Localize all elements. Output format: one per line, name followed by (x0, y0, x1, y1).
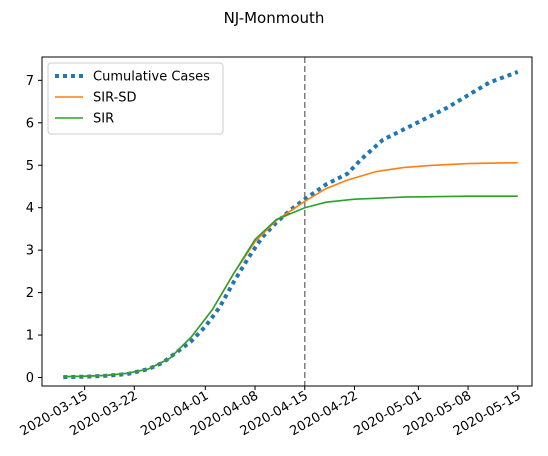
y-tick-label-7: 7 (26, 74, 34, 89)
axes-frame (41, 56, 533, 387)
plot-area (63, 57, 519, 386)
y-tick-label-2: 2 (26, 286, 34, 301)
legend-box (47, 62, 224, 135)
y-tick-label-6: 6 (26, 116, 34, 131)
y-tick-label-0: 0 (26, 371, 34, 386)
y-tick-label-1: 1 (26, 329, 34, 344)
legend-label-2: SIR (93, 112, 114, 127)
y-tick-label-4: 4 (26, 201, 34, 216)
y-tick-label-5: 5 (26, 159, 34, 174)
legend-label-1: SIR-SD (93, 91, 137, 106)
series-line-2 (63, 195, 518, 378)
y-tick-label-3: 3 (26, 244, 34, 259)
legend: Cumulative Cases SIR-SD SIR (47, 62, 224, 135)
legend-label-0: Cumulative Cases (93, 70, 210, 85)
chart-title: NJ-Monmouth (224, 9, 325, 27)
